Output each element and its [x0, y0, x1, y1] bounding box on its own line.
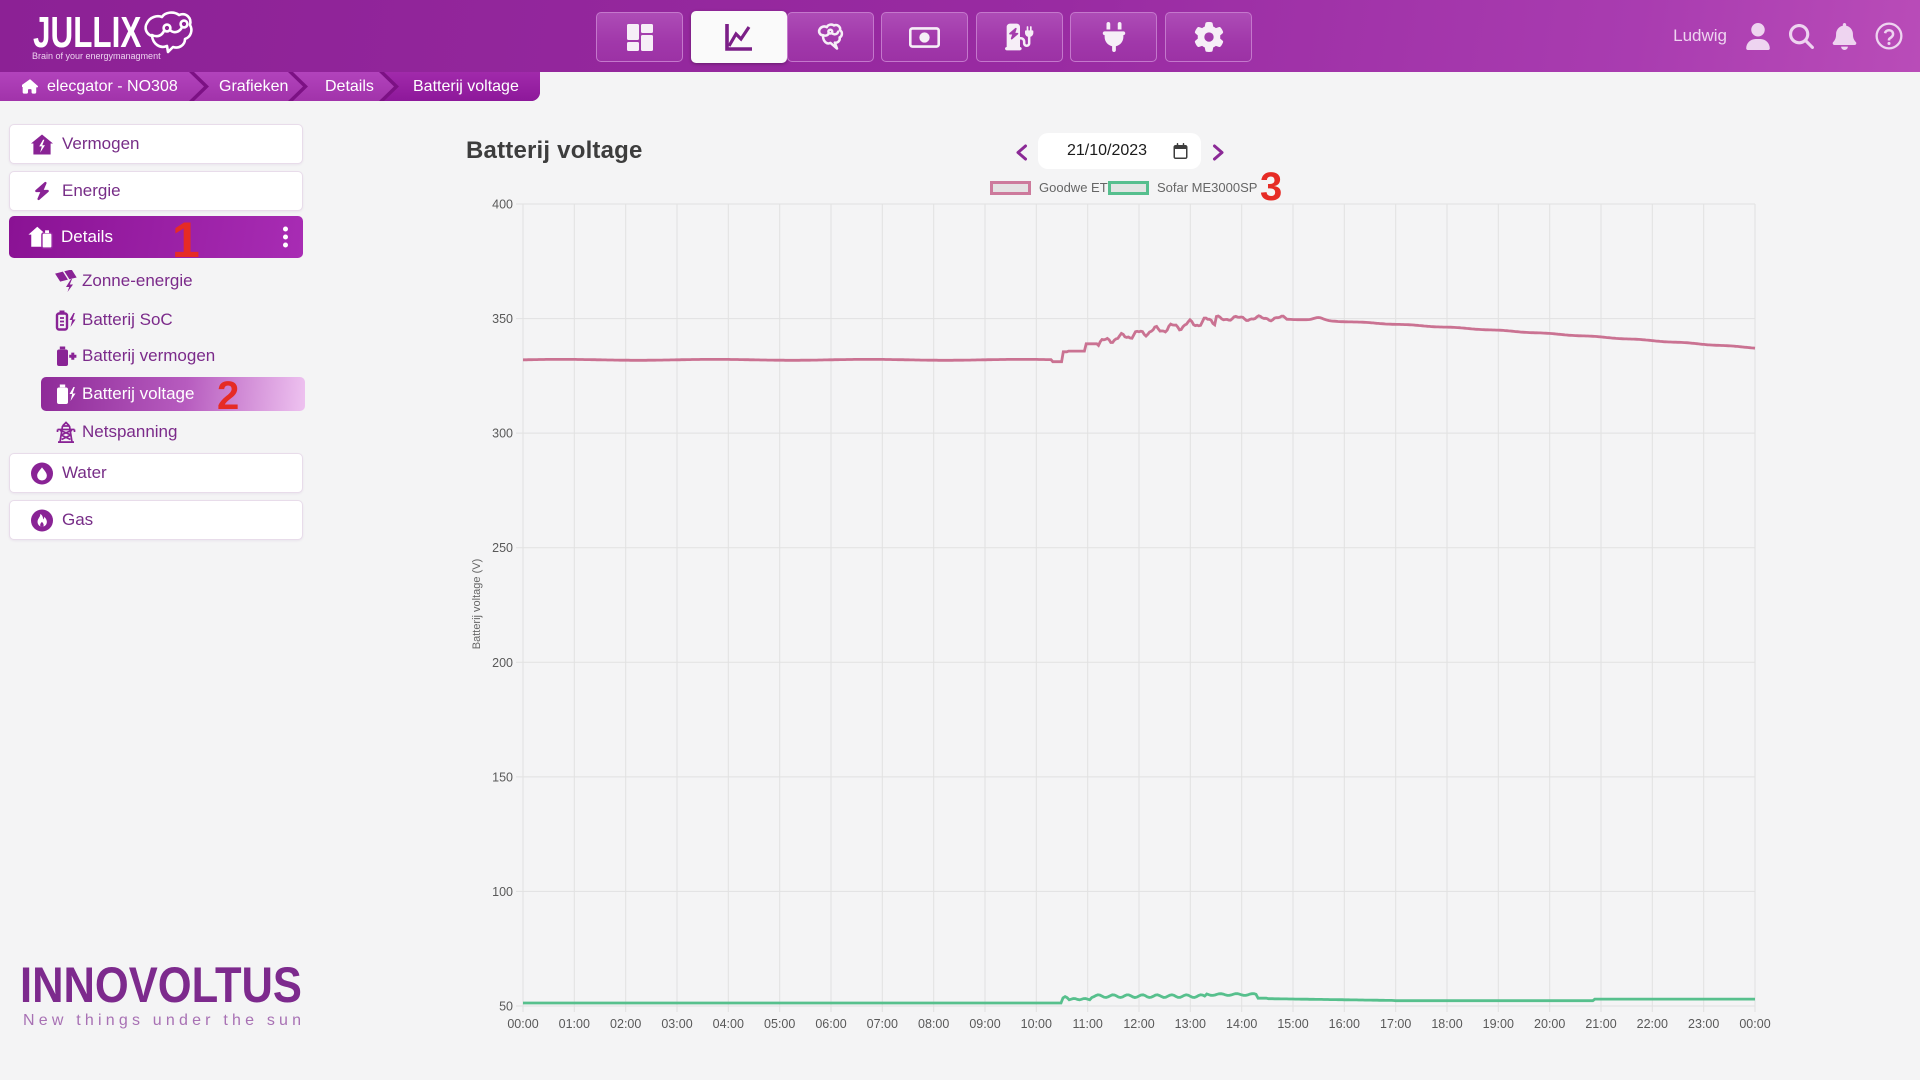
svg-text:21:00: 21:00 [1585, 1017, 1616, 1031]
svg-text:100: 100 [492, 885, 513, 899]
svg-text:300: 300 [492, 427, 513, 441]
svg-text:08:00: 08:00 [918, 1017, 949, 1031]
svg-text:400: 400 [492, 198, 513, 212]
svg-text:350: 350 [492, 312, 513, 326]
svg-text:14:00: 14:00 [1226, 1017, 1257, 1031]
svg-text:50: 50 [499, 1000, 513, 1014]
svg-text:15:00: 15:00 [1277, 1017, 1308, 1031]
svg-text:17:00: 17:00 [1380, 1017, 1411, 1031]
svg-text:00:00: 00:00 [1739, 1017, 1770, 1031]
svg-text:03:00: 03:00 [661, 1017, 692, 1031]
svg-text:04:00: 04:00 [713, 1017, 744, 1031]
svg-text:02:00: 02:00 [610, 1017, 641, 1031]
svg-text:13:00: 13:00 [1175, 1017, 1206, 1031]
svg-text:16:00: 16:00 [1329, 1017, 1360, 1031]
svg-text:250: 250 [492, 541, 513, 555]
svg-text:11:00: 11:00 [1073, 1017, 1103, 1031]
svg-text:05:00: 05:00 [764, 1017, 795, 1031]
svg-text:12:00: 12:00 [1123, 1017, 1154, 1031]
svg-text:150: 150 [492, 770, 513, 784]
svg-text:06:00: 06:00 [815, 1017, 846, 1031]
svg-text:23:00: 23:00 [1688, 1017, 1719, 1031]
svg-text:19:00: 19:00 [1483, 1017, 1514, 1031]
svg-text:10:00: 10:00 [1021, 1017, 1052, 1031]
svg-text:00:00: 00:00 [507, 1017, 538, 1031]
svg-text:200: 200 [492, 656, 513, 670]
svg-text:01:00: 01:00 [559, 1017, 590, 1031]
svg-text:22:00: 22:00 [1637, 1017, 1668, 1031]
svg-text:18:00: 18:00 [1431, 1017, 1462, 1031]
svg-text:07:00: 07:00 [867, 1017, 898, 1031]
svg-text:20:00: 20:00 [1534, 1017, 1565, 1031]
svg-text:Batterij voltage (V): Batterij voltage (V) [471, 559, 483, 649]
svg-text:09:00: 09:00 [969, 1017, 1000, 1031]
